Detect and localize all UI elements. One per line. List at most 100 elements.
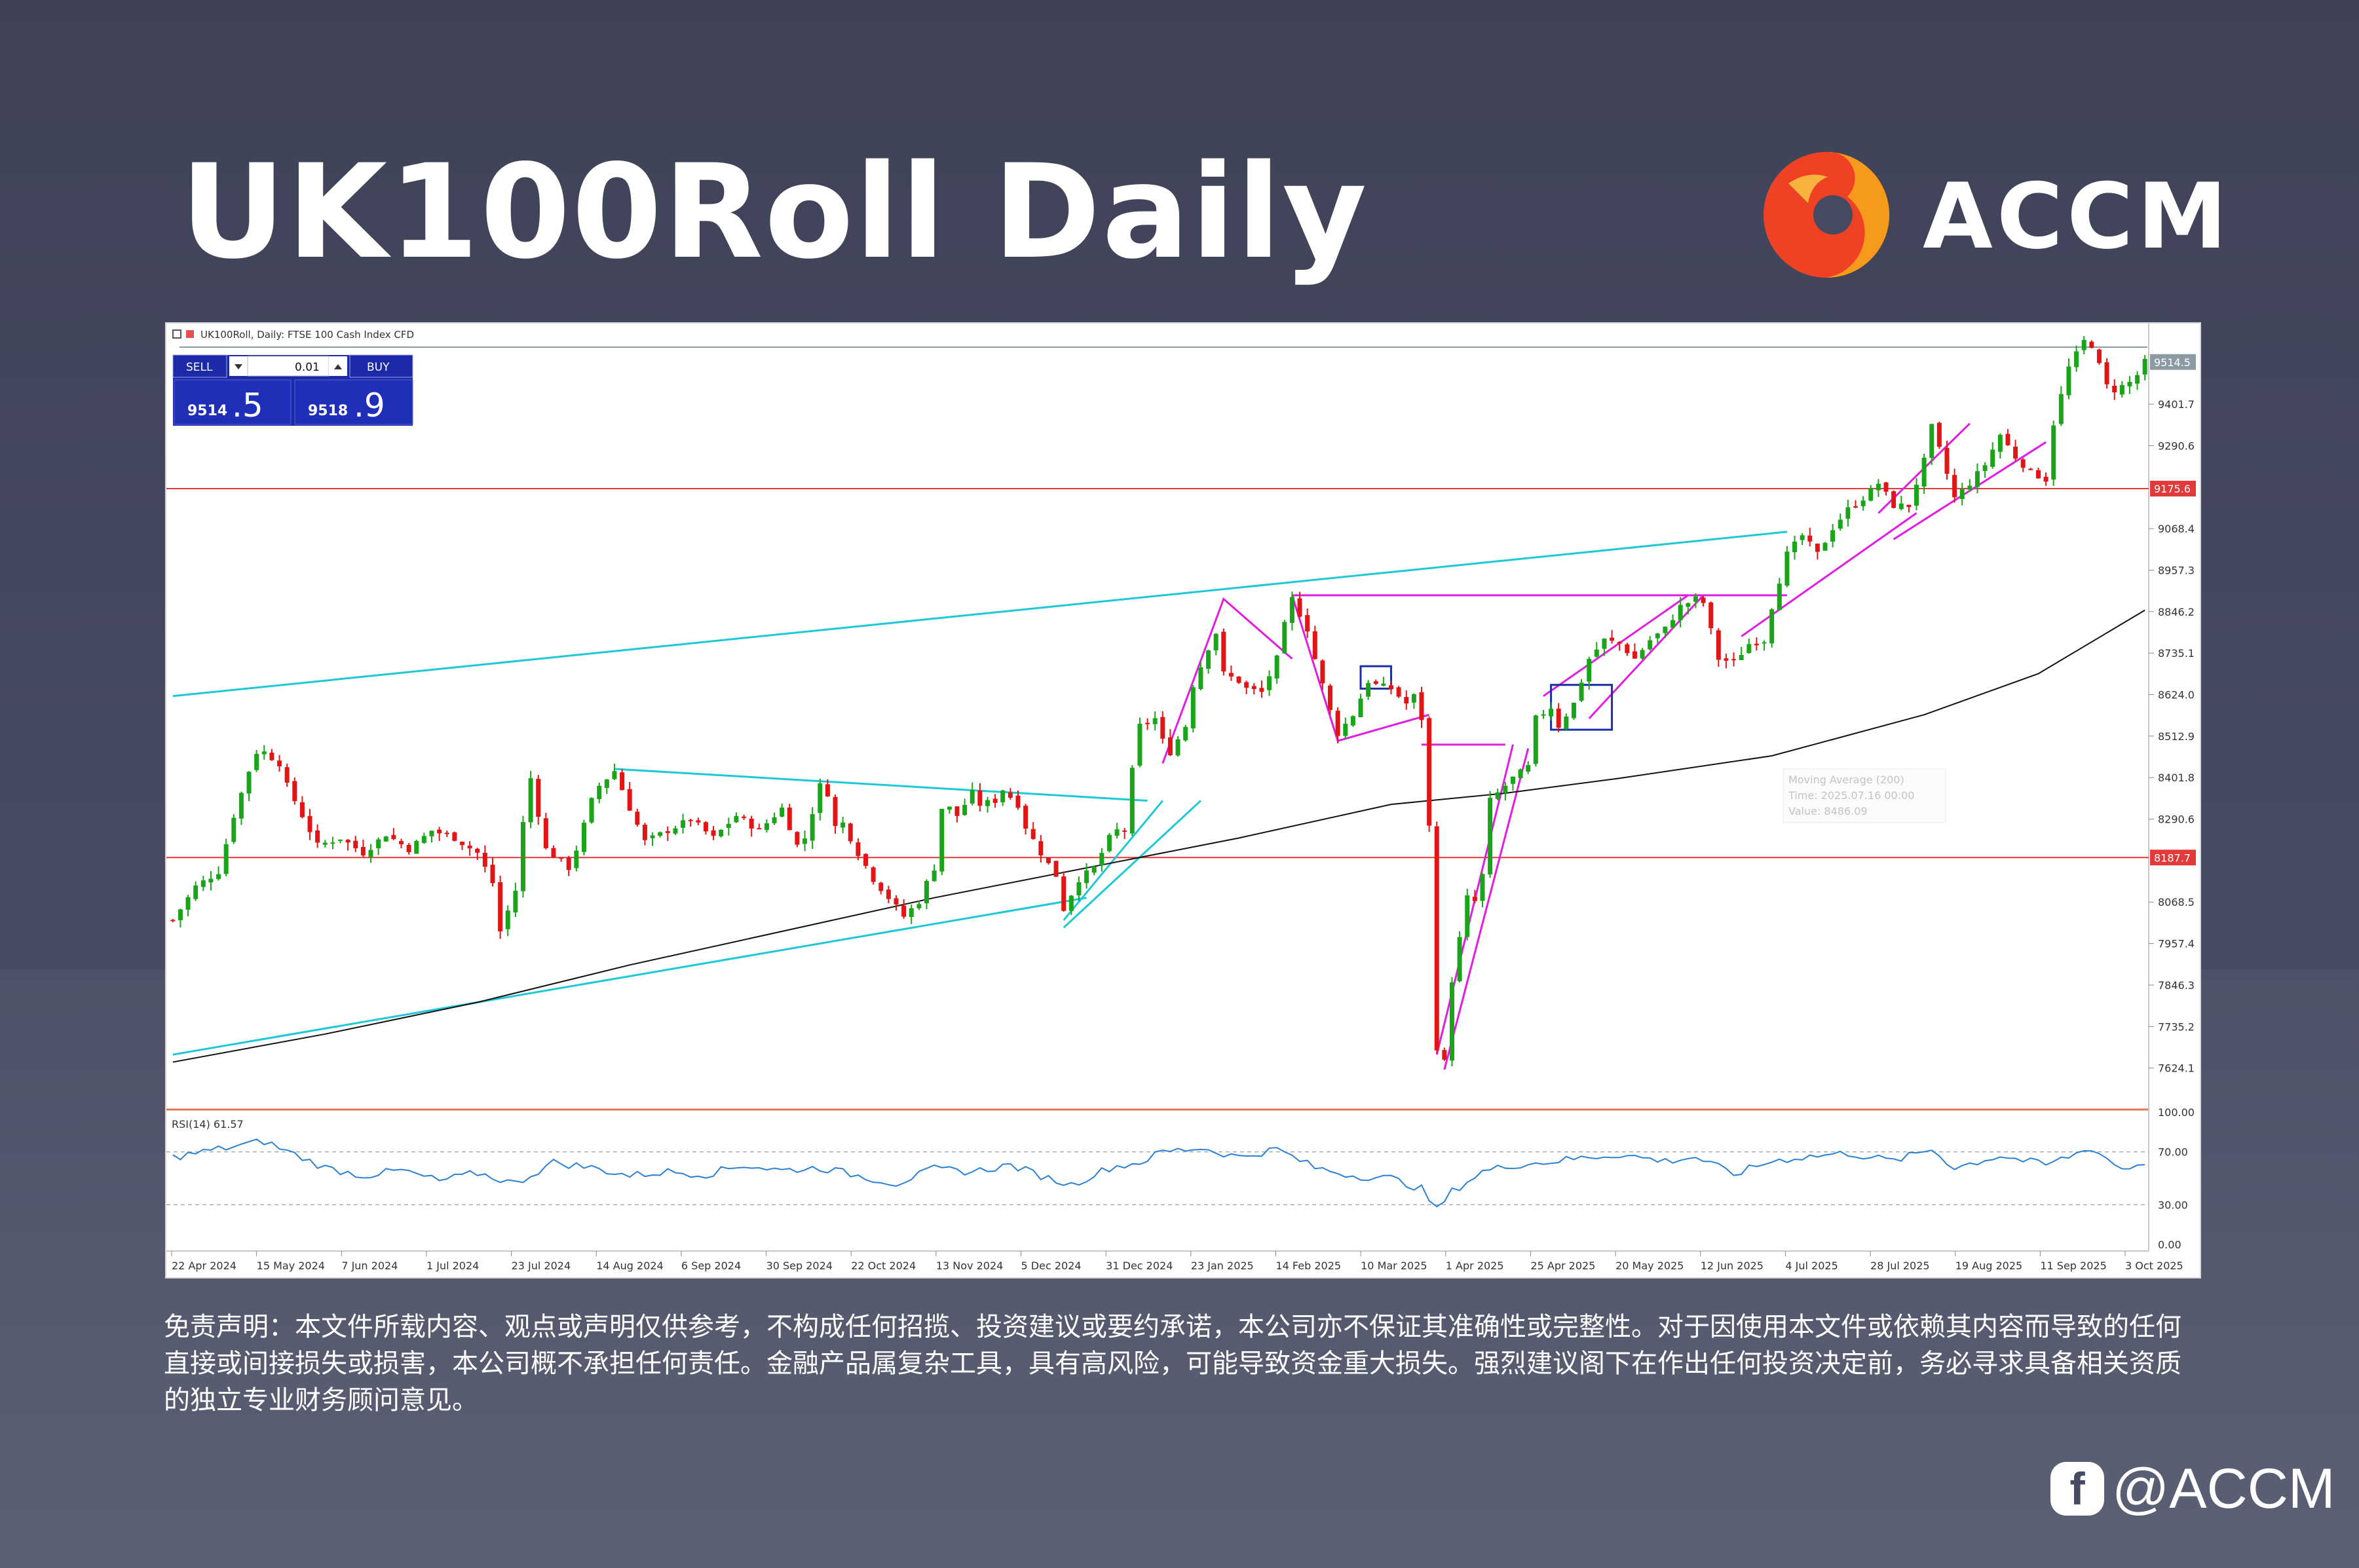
candle-body xyxy=(1465,895,1470,937)
candle-body xyxy=(2013,446,2018,459)
candle-body xyxy=(1358,698,1363,717)
magenta-channel-bottom[interactable] xyxy=(1588,594,1705,720)
candle-body xyxy=(1206,650,1211,669)
candle-body xyxy=(1244,682,1249,688)
sell-price-main: 9514 xyxy=(187,403,227,419)
candle-body xyxy=(1533,715,1538,764)
candle-body xyxy=(1076,882,1082,896)
candle-body xyxy=(299,802,305,817)
candle-body xyxy=(1053,861,1059,877)
candle-body xyxy=(1175,739,1180,756)
y-tick-label: 7624.1 xyxy=(2158,1062,2195,1075)
candle-body xyxy=(1061,876,1066,911)
candle-body xyxy=(1549,709,1554,717)
candle-body xyxy=(688,819,693,821)
candle-body xyxy=(1997,434,2003,452)
candle-body xyxy=(833,796,838,827)
candle-body xyxy=(1183,726,1188,741)
candle-body xyxy=(1853,506,1859,508)
blue-box-2[interactable] xyxy=(1359,665,1393,690)
x-tick-label: 1 Apr 2025 xyxy=(1446,1260,1504,1272)
x-tick-label: 12 Jun 2025 xyxy=(1701,1260,1764,1272)
y-tick-label: 7846.3 xyxy=(2158,979,2195,992)
candle-body xyxy=(551,848,556,858)
candle-body xyxy=(1982,465,1988,472)
candle-body xyxy=(185,897,191,910)
y-tick-label: 8512.9 xyxy=(2158,730,2195,743)
magenta-swing-1[interactable] xyxy=(1161,597,1293,764)
candle-body xyxy=(1936,422,1942,447)
social-handle[interactable]: f @ACCM xyxy=(2050,1457,2335,1520)
candle-body xyxy=(1769,609,1775,644)
candle-body xyxy=(1152,718,1158,724)
x-tick-label: 25 Apr 2025 xyxy=(1530,1260,1595,1272)
candle-body xyxy=(764,823,769,831)
candle-body xyxy=(1594,649,1599,657)
candle-body xyxy=(795,832,800,845)
candle-body xyxy=(459,842,464,846)
cyan-wedge-left[interactable] xyxy=(1063,800,1163,921)
buy-button[interactable] xyxy=(349,354,413,378)
x-tick-label: 23 Jul 2024 xyxy=(512,1260,571,1272)
y-tick-label: 8401.8 xyxy=(2158,772,2195,784)
x-tick-label: 23 Jan 2025 xyxy=(1191,1260,1254,1272)
candle-body xyxy=(353,840,358,849)
candle-body xyxy=(1267,676,1272,690)
candle-body xyxy=(1328,685,1333,710)
candle-body xyxy=(1967,485,1972,490)
candle-body xyxy=(437,829,442,834)
candle-body xyxy=(1876,483,1881,491)
candle-body xyxy=(734,815,739,823)
candle-body xyxy=(2051,425,2056,480)
candle-body xyxy=(1929,424,1934,458)
candle-body xyxy=(482,852,487,867)
buy-price-box[interactable] xyxy=(294,379,413,425)
candle-body xyxy=(1305,615,1310,632)
candle-body xyxy=(498,882,503,932)
rsi-line[interactable] xyxy=(172,1138,2145,1208)
candle-body xyxy=(901,905,907,917)
chevron-down-icon xyxy=(235,364,242,369)
x-tick-label: 5 Dec 2024 xyxy=(1021,1260,1082,1272)
cyan-wedge-right[interactable] xyxy=(1063,800,1201,929)
y-tick-label: 8290.6 xyxy=(2158,813,2195,826)
candle-body xyxy=(642,825,647,840)
candle-body xyxy=(1670,620,1676,628)
sell-button[interactable] xyxy=(172,354,227,378)
candle-body xyxy=(1495,792,1500,799)
one-click-trade-panel[interactable]: SELL 0.01 BUY 9514 .5 9518 .9 xyxy=(172,354,413,426)
lot-size-input[interactable] xyxy=(247,356,330,377)
sell-price-box[interactable] xyxy=(174,379,292,425)
price-chart[interactable]: UK100Roll, Daily: FTSE 100 Cash Index CF… xyxy=(166,324,2200,1277)
chart-menu-icon[interactable] xyxy=(172,329,181,339)
moving-average-tooltip: Moving Average (200) Time: 2025.07.16 00… xyxy=(1783,768,1946,823)
magenta-rally-2[interactable] xyxy=(1443,748,1530,1070)
candle-body xyxy=(566,857,571,870)
x-tick-label: 28 Jul 2025 xyxy=(1870,1260,1930,1272)
candle-body xyxy=(749,818,754,829)
sell-label: SELL xyxy=(186,361,213,374)
candlestick-series[interactable] xyxy=(170,336,2147,1067)
chart-info-line: UK100Roll, Daily: FTSE 100 Cash Index CF… xyxy=(200,329,414,341)
candle-body xyxy=(2096,349,2102,364)
candle-body xyxy=(1419,692,1424,720)
resistance-price-label: 9175.6 xyxy=(2154,483,2191,495)
chart-window[interactable]: UK100Roll, Daily: FTSE 100 Cash Index CF… xyxy=(165,322,2201,1279)
rsi-scale-label: 70.00 xyxy=(2158,1146,2188,1159)
candle-body xyxy=(1221,631,1226,672)
candle-body xyxy=(178,909,183,920)
cyan-pennant-top[interactable] xyxy=(614,768,1148,802)
magenta-channel-top[interactable] xyxy=(1543,594,1689,698)
candle-body xyxy=(475,848,480,853)
candle-body xyxy=(802,838,808,844)
y-tick-label: 8957.3 xyxy=(2158,564,2195,576)
candle-body xyxy=(620,772,625,791)
candle-body xyxy=(1373,681,1378,684)
cyan-lower-trendline[interactable] xyxy=(172,897,1087,1056)
candle-body xyxy=(1282,622,1287,654)
candle-body xyxy=(444,832,449,834)
moving-average-200-line[interactable] xyxy=(172,609,2145,1063)
cyan-upper-trendline[interactable] xyxy=(172,531,1788,698)
candle-body xyxy=(1921,457,1927,487)
candle-body xyxy=(559,857,564,859)
